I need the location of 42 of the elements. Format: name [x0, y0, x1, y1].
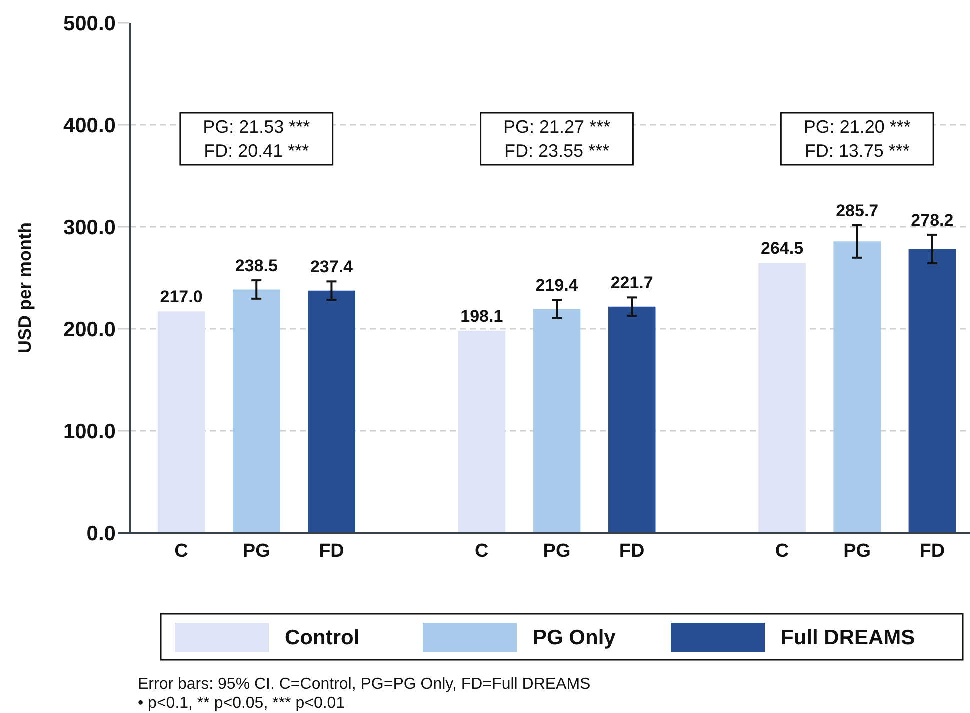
x-tick-label: C: [475, 541, 490, 562]
bar: [232, 290, 280, 533]
bar: [608, 306, 656, 533]
text: Error bars: 95% CI. C=Control, PG=PG Only, FD=Full DREAMS: [138, 676, 591, 693]
x-tick-label: FD: [619, 541, 645, 562]
bar: [158, 312, 206, 533]
x-tick-label: C: [174, 541, 189, 562]
x-tick-label: FD: [319, 541, 344, 562]
text: PG: 21.27 *** FD: 23.55 ***: [503, 117, 611, 161]
text: PG: 21.20 *** FD: 13.75 ***: [804, 117, 911, 161]
bar: [458, 330, 506, 533]
y-tick-label: 200.0: [63, 318, 116, 342]
y-axis-title: USD per month: [15, 222, 35, 354]
bar: [908, 249, 956, 533]
x-tick-label: PG: [543, 541, 571, 562]
bar: [758, 263, 806, 533]
x-tick-label: FD: [920, 541, 946, 562]
bar: [533, 309, 581, 533]
data-label: 219.4: [536, 276, 579, 296]
legend-label: PG Only: [533, 626, 616, 650]
x-tick-label: PG: [844, 541, 872, 562]
data-label: 285.7: [836, 201, 879, 220]
legend-label: Full DREAMS: [781, 626, 916, 650]
y-tick-label: 0.0: [86, 522, 116, 546]
x-tick-label: PG: [242, 541, 270, 562]
y-tick-label: 500.0: [63, 12, 116, 36]
x-tick-label: C: [775, 541, 790, 562]
data-label: 238.5: [235, 256, 278, 276]
y-tick-label: 300.0: [63, 216, 116, 240]
y-tick-label: 400.0: [63, 114, 116, 138]
legend-label: Control: [285, 626, 360, 650]
data-label: 278.2: [911, 210, 954, 230]
bar: [308, 290, 356, 533]
data-label: 217.0: [160, 288, 203, 307]
data-label: 198.1: [460, 306, 504, 326]
data-label: 221.7: [610, 274, 654, 293]
bar: [834, 242, 882, 533]
data-label: 264.5: [761, 239, 804, 258]
data-label: 237.4: [310, 258, 354, 277]
text: • p<0.1, ** p<0.05, *** p<0.01: [138, 695, 346, 712]
text: PG: 21.53 *** FD: 20.41 ***: [203, 117, 310, 161]
y-tick-label: 100.0: [63, 420, 116, 444]
